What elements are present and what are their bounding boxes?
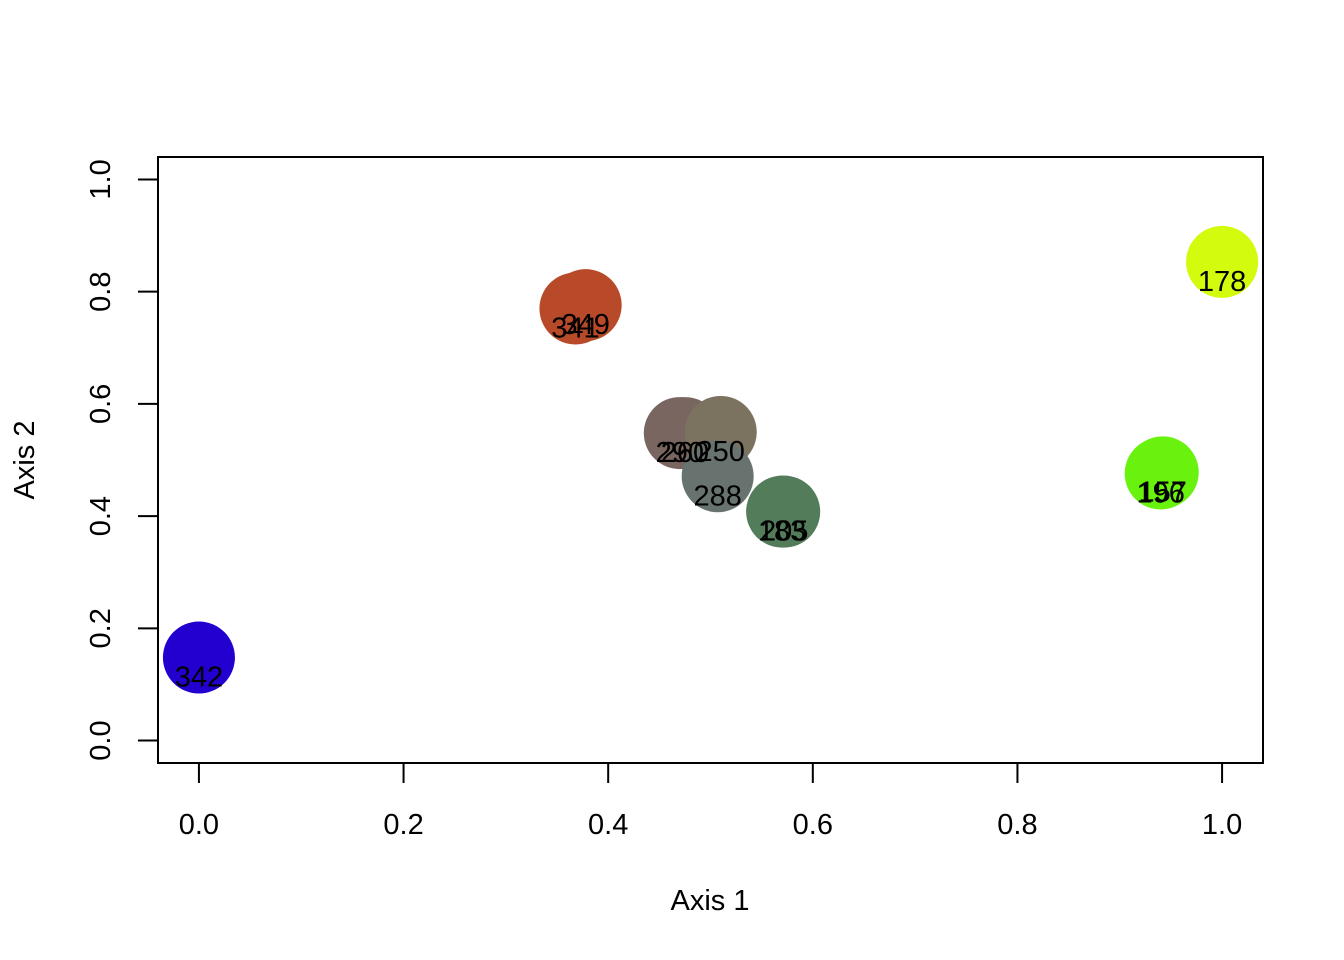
x-axis: 0.0 0.2 0.4 0.6 0.8 1.0 [179,762,1242,841]
point-label: 288 [693,480,741,512]
x-tick-label: 1.0 [1202,809,1242,841]
x-tick-label: 0.2 [383,809,423,841]
point-label: 157 [1139,476,1187,508]
data-point [1126,436,1199,509]
point-label: 183 [758,516,806,548]
point-label: 341 [551,313,599,345]
x-tick-label: 0.6 [793,809,833,841]
y-axis: 0.0 0.2 0.4 0.6 0.8 1.0 [85,159,159,761]
y-tick-label: 1.0 [85,159,117,199]
y-tick-label: 0.8 [85,272,117,312]
point-label: 196 [1136,477,1184,509]
y-tick-label: 0.0 [85,720,117,760]
point-label: 250 [697,436,745,468]
point-label: 342 [175,662,223,694]
y-tick-label: 0.2 [85,608,117,648]
point-label: 349 [561,309,609,341]
data-point [1186,225,1259,298]
point-label: 178 [1198,266,1246,298]
x-tick-label: 0.8 [997,809,1037,841]
x-axis-title: Axis 1 [671,885,750,917]
data-point [549,269,622,342]
point-label: 260 [661,437,709,469]
data-point [748,475,821,548]
x-tick-label: 0.0 [179,809,219,841]
y-axis-title: Axis 2 [9,421,41,500]
y-tick-label: 0.4 [85,496,117,536]
point-label: 205 [760,516,808,548]
data-point [162,621,235,694]
data-point [681,440,754,513]
point-label: 290 [656,437,704,469]
points-layer [162,225,1259,694]
y-tick-label: 0.6 [85,384,117,424]
x-tick-label: 0.4 [588,809,628,841]
